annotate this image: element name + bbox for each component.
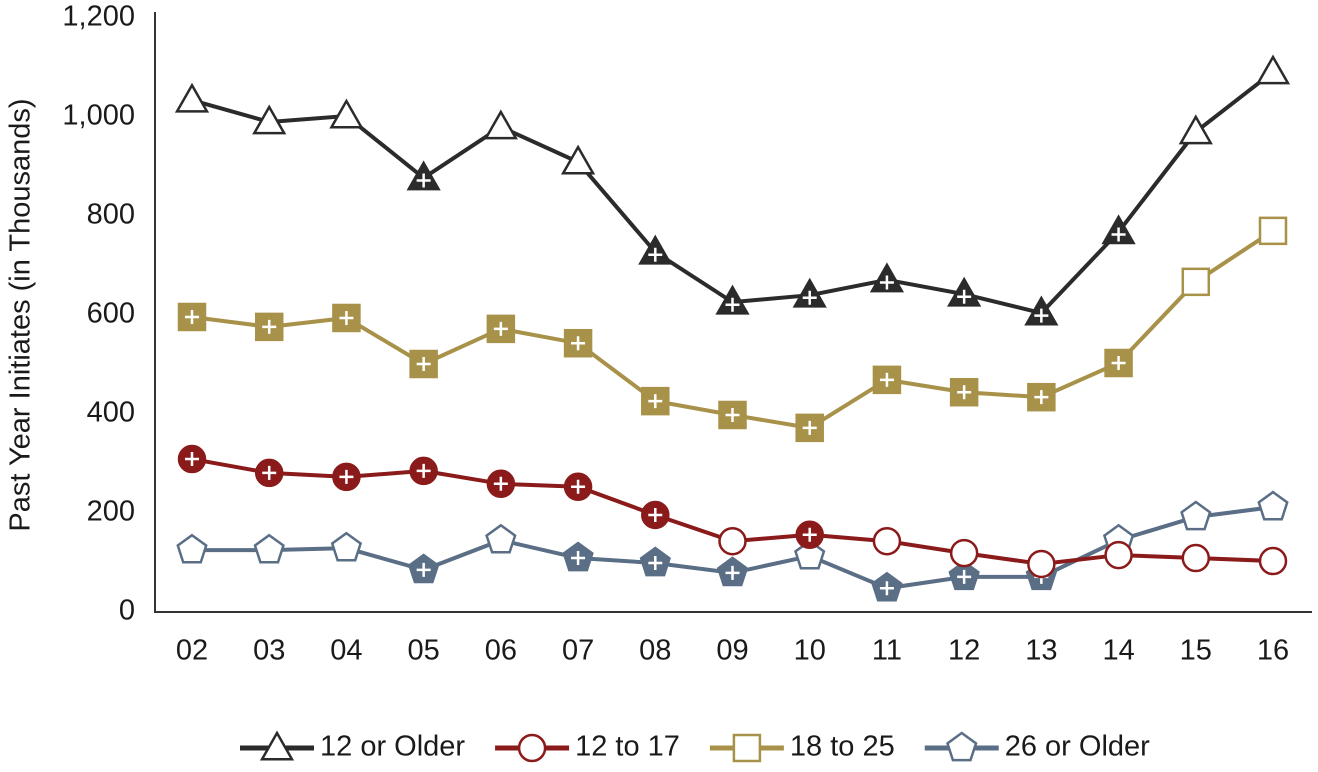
marker-plus bbox=[648, 394, 663, 409]
marker bbox=[252, 104, 287, 135]
marker bbox=[1104, 540, 1133, 570]
marker-plus bbox=[879, 581, 894, 596]
marker bbox=[718, 400, 747, 430]
x-tick-label: 10 bbox=[794, 635, 826, 667]
marker bbox=[1180, 500, 1212, 531]
x-tick-label: 02 bbox=[176, 635, 208, 667]
marker bbox=[1181, 543, 1211, 573]
marker-plus bbox=[493, 476, 508, 491]
x-tick-label: 04 bbox=[330, 635, 362, 667]
marker-plus bbox=[571, 479, 586, 494]
marker bbox=[332, 303, 361, 333]
marker bbox=[872, 365, 902, 395]
marker-plus bbox=[416, 173, 431, 188]
y-tick-label: 200 bbox=[87, 496, 135, 528]
marker-plus bbox=[262, 319, 277, 334]
marker bbox=[483, 109, 518, 140]
marker-plus bbox=[957, 385, 972, 400]
marker-plus bbox=[262, 465, 277, 480]
marker bbox=[1258, 546, 1288, 576]
marker bbox=[794, 539, 826, 570]
marker-plus bbox=[648, 555, 663, 570]
marker-plus bbox=[879, 275, 894, 290]
marker-plus bbox=[1034, 308, 1049, 323]
marker bbox=[1255, 54, 1291, 85]
y-tick-label: 400 bbox=[87, 397, 135, 429]
marker-plus bbox=[339, 469, 354, 484]
marker bbox=[330, 531, 363, 562]
marker-plus bbox=[648, 507, 663, 522]
x-tick-label: 16 bbox=[1257, 635, 1289, 667]
marker-plus bbox=[725, 297, 740, 312]
marker bbox=[560, 144, 596, 175]
marker bbox=[732, 733, 762, 763]
x-tick-label: 07 bbox=[562, 635, 594, 667]
marker bbox=[176, 533, 208, 564]
y-tick-label: 1,000 bbox=[62, 100, 135, 132]
marker-plus bbox=[802, 420, 817, 435]
marker-plus bbox=[879, 372, 894, 387]
marker bbox=[1027, 549, 1056, 579]
x-tick-label: 08 bbox=[639, 635, 671, 667]
x-tick-label: 13 bbox=[1025, 635, 1057, 667]
marker-plus bbox=[416, 562, 431, 577]
marker bbox=[946, 731, 978, 762]
marker-plus bbox=[185, 309, 199, 324]
series-line bbox=[191, 70, 1275, 316]
x-tick-label: 11 bbox=[872, 635, 902, 667]
marker bbox=[174, 82, 210, 113]
marker bbox=[1257, 490, 1289, 521]
marker-plus bbox=[1111, 356, 1126, 371]
y-axis-label: Past Year Initiates (in Thousands) bbox=[5, 98, 37, 531]
marker bbox=[872, 526, 902, 556]
y-tick-label: 0 bbox=[119, 595, 135, 627]
marker bbox=[1258, 216, 1288, 246]
marker-plus bbox=[571, 336, 586, 351]
x-tick-label: 09 bbox=[716, 635, 748, 667]
marker-plus bbox=[185, 452, 199, 467]
x-tick-label: 15 bbox=[1180, 635, 1212, 667]
marker-plus bbox=[725, 407, 740, 422]
marker bbox=[486, 314, 516, 344]
marker bbox=[795, 413, 824, 443]
marker bbox=[1181, 267, 1211, 297]
marker-plus bbox=[957, 569, 972, 584]
marker bbox=[718, 526, 747, 556]
x-tick-label: 06 bbox=[485, 635, 517, 667]
marker bbox=[517, 733, 547, 763]
marker bbox=[485, 523, 517, 554]
x-tick-label: 05 bbox=[408, 635, 440, 667]
x-tick-label: 14 bbox=[1102, 635, 1134, 667]
marker bbox=[253, 533, 285, 564]
marker-plus bbox=[416, 463, 431, 478]
legend-label: 26 or Older bbox=[1005, 731, 1150, 763]
marker-plus bbox=[725, 565, 740, 580]
legend-label: 18 to 25 bbox=[790, 731, 895, 763]
marker bbox=[1178, 114, 1213, 145]
y-tick-label: 600 bbox=[87, 298, 135, 330]
y-tick-label: 1,200 bbox=[62, 1, 135, 33]
y-tick-label: 800 bbox=[87, 199, 135, 231]
marker-plus bbox=[802, 290, 817, 305]
marker-plus bbox=[1034, 390, 1049, 405]
marker-plus bbox=[571, 551, 586, 566]
x-tick-label: 12 bbox=[948, 635, 980, 667]
marker-plus bbox=[493, 321, 508, 336]
legend-label: 12 to 17 bbox=[575, 731, 680, 763]
legend-label: 12 or Older bbox=[320, 731, 465, 763]
marker-plus bbox=[648, 247, 663, 262]
marker-plus bbox=[957, 289, 972, 304]
x-tick-label: 03 bbox=[253, 635, 285, 667]
marker bbox=[259, 730, 295, 761]
marker-plus bbox=[802, 527, 817, 542]
marker-plus bbox=[339, 310, 354, 325]
marker-plus bbox=[416, 357, 431, 372]
marker bbox=[329, 98, 364, 129]
marker bbox=[949, 538, 979, 568]
marker-plus bbox=[1111, 227, 1126, 242]
